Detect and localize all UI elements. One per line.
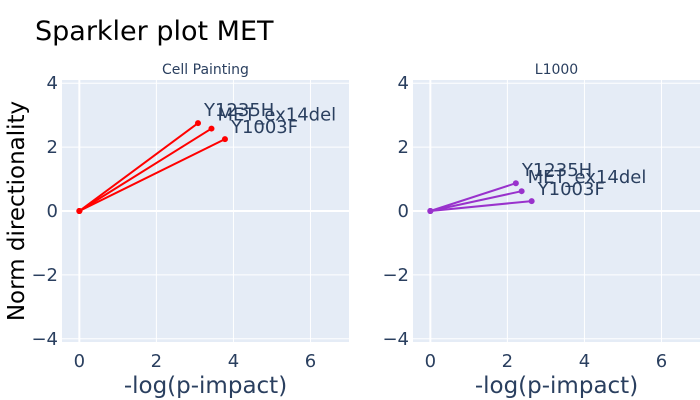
data-label: Y1235H [203, 100, 274, 121]
subplot-title: L1000 [535, 62, 578, 78]
data-point [194, 120, 201, 127]
x-tick-label: 6 [305, 351, 316, 372]
x-axis-label: -log(p-impact) [475, 373, 638, 399]
x-tick-label: 4 [228, 351, 239, 372]
data-label: Y1003F [537, 179, 605, 200]
data-label: Y1003F [230, 117, 298, 138]
data-point [221, 136, 228, 143]
series-line [430, 190, 522, 212]
data-label: MET_ex14del [217, 105, 336, 126]
series-group [76, 120, 228, 214]
y-tick-label: −4 [382, 329, 409, 350]
subplots: 0 2 4 6 −4 −2 0 2 4 Cell Painting -log(p-impact) Y1… [31, 62, 700, 399]
x-tick-label: 2 [151, 351, 162, 372]
y-tick-label: 0 [47, 201, 58, 222]
series-line [78, 122, 199, 212]
y-tick-label: −2 [31, 265, 58, 286]
data-point [512, 180, 519, 187]
x-tick-label: 2 [502, 351, 513, 372]
x-tick-label: 0 [74, 351, 85, 372]
subplot-1: 0 2 4 6 −4 −2 0 2 4 Cell Painting -log(p-impact) Y1… [31, 62, 349, 399]
series-line [430, 182, 517, 212]
x-tick-label: 6 [656, 351, 667, 372]
series-group [427, 180, 535, 214]
chart-title: Sparkler plot MET [35, 16, 274, 47]
data-point [518, 188, 525, 195]
series-line [430, 200, 532, 212]
y-tick-label: 2 [47, 137, 58, 158]
x-tick-label: 4 [579, 351, 590, 372]
y-tick-label: 4 [398, 73, 409, 94]
data-point [76, 208, 83, 214]
series-line [78, 127, 213, 212]
data-label: Y1235H [521, 160, 592, 181]
data-label: MET_ex14del [528, 167, 647, 188]
y-tick-label: 4 [47, 73, 58, 94]
y-tick-label: −4 [31, 329, 58, 350]
y-tick-label: 0 [398, 201, 409, 222]
subplot-2: 0 2 4 6 −4 −2 0 2 4 L1000 -log(p-impact) Y1235HMET_… [382, 62, 700, 399]
y-tick-label: 2 [398, 137, 409, 158]
data-point [208, 125, 215, 132]
data-point [427, 208, 434, 214]
y-tick-label: −2 [382, 265, 409, 286]
series-line [78, 138, 226, 212]
y-axis-label: Norm directionality [4, 101, 30, 321]
data-point [528, 198, 535, 205]
subplot-title: Cell Painting [162, 62, 249, 78]
x-tick-label: 0 [425, 351, 436, 372]
x-axis-label: -log(p-impact) [124, 373, 287, 399]
